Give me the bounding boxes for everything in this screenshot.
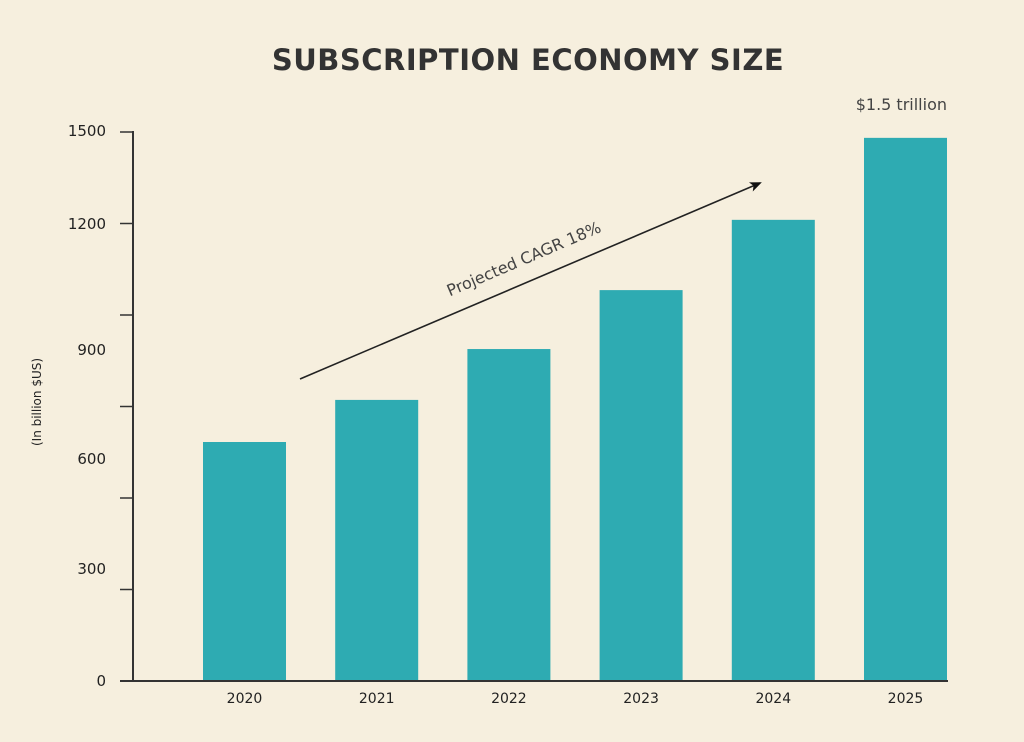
growth-arrow (299, 182, 762, 380)
bar-2025 (864, 137, 947, 681)
bar-2023 (599, 290, 683, 681)
y-tick-label: 900 (77, 341, 106, 359)
x-tick-label: 2025 (888, 691, 924, 707)
bar-2020 (203, 442, 286, 681)
x-tick-label: 2020 (227, 691, 263, 707)
bar-2024 (731, 219, 815, 681)
x-tick-label: 2024 (755, 691, 791, 707)
bar-2021 (335, 399, 419, 681)
x-tick-label: 2021 (359, 691, 395, 707)
x-tick-label: 2022 (491, 691, 527, 707)
y-tick-label: 0 (96, 672, 106, 690)
y-tick-label: 600 (77, 450, 106, 468)
chart-title: SUBSCRIPTION ECONOMY SIZE (272, 43, 784, 77)
y-tick-label: 1500 (68, 122, 106, 140)
y-tick-label: 300 (77, 560, 106, 578)
y-tick-label: 1200 (68, 215, 106, 233)
x-tick-label: 2023 (623, 691, 659, 707)
bar-2022 (467, 349, 551, 681)
top-bar-annotation: $1.5 trillion (856, 95, 947, 114)
y-axis-label: (In billion $US) (30, 358, 44, 446)
